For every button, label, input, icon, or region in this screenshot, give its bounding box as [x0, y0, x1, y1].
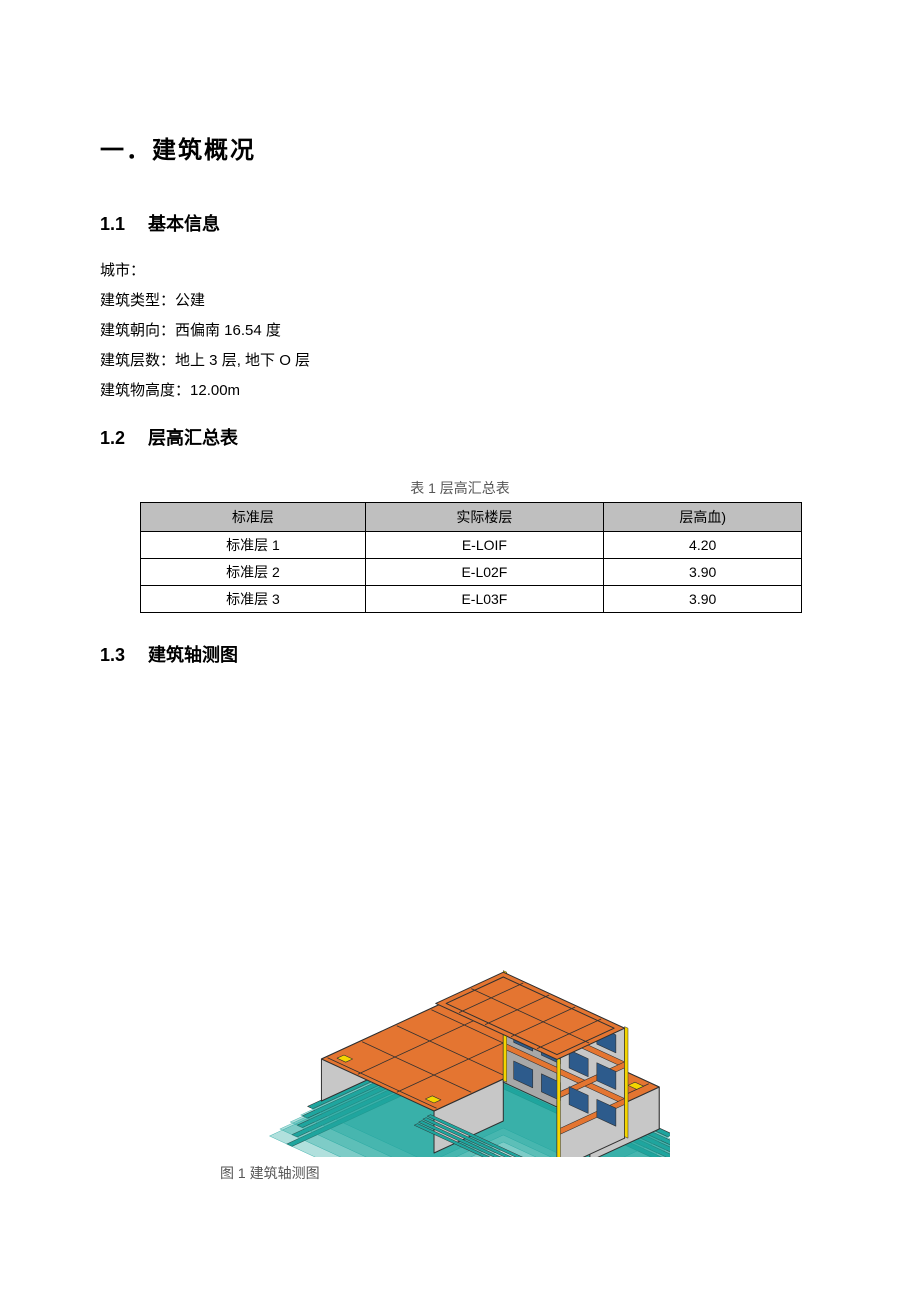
table-caption: 表 1 层高汇总表: [100, 478, 820, 498]
height-value: 12.00m: [190, 382, 240, 399]
table-cell: 3.90: [603, 586, 801, 613]
table-cell: E-LOIF: [365, 532, 603, 559]
building-axonometric-diagram: [250, 737, 670, 1157]
axonometric-figure: 图 1 建筑轴测图: [100, 737, 820, 1183]
subsection-number: 1.3: [100, 645, 125, 666]
table-header: 实际楼层: [365, 503, 603, 532]
floors-value: 地上 3 层, 地下 O 层: [175, 352, 310, 369]
floor-height-table: 标准层 实际楼层 层高血) 标准层 1E-LOIF4.20标准层 2E-L02F…: [140, 502, 802, 613]
table-cell: 标准层 3: [141, 586, 366, 613]
info-floors: 建筑层数：地上 3 层, 地下 O 层: [100, 346, 820, 376]
type-label: 建筑类型：: [100, 292, 175, 309]
subsection-heading-1-2: 1.2 层高汇总表: [100, 424, 820, 450]
subsection-number: 1.1: [100, 214, 125, 235]
table-cell: 标准层 1: [141, 532, 366, 559]
subsection-heading-1-1: 1.1 基本信息: [100, 210, 820, 236]
table-row: 标准层 1E-LOIF4.20: [141, 532, 802, 559]
info-city: 城市：: [100, 256, 820, 286]
figure-caption: 图 1 建筑轴测图: [220, 1163, 820, 1183]
subsection-title: 层高汇总表: [148, 428, 238, 448]
orientation-value: 西偏南 16.54 度: [175, 322, 281, 339]
orientation-label: 建筑朝向：: [100, 322, 175, 339]
city-label: 城市：: [100, 262, 145, 279]
table-header: 标准层: [141, 503, 366, 532]
subsection-heading-1-3: 1.3 建筑轴测图: [100, 641, 820, 667]
info-type: 建筑类型：公建: [100, 286, 820, 316]
floors-label: 建筑层数：: [100, 352, 175, 369]
table-cell: 3.90: [603, 559, 801, 586]
table-cell: E-L02F: [365, 559, 603, 586]
info-orientation: 建筑朝向：西偏南 16.54 度: [100, 316, 820, 346]
type-value: 公建: [175, 292, 205, 309]
subsection-title: 基本信息: [148, 214, 220, 234]
table-header: 层高血): [603, 503, 801, 532]
table-row: 标准层 3E-L03F3.90: [141, 586, 802, 613]
table-cell: 4.20: [603, 532, 801, 559]
height-label: 建筑物高度：: [100, 382, 190, 399]
section-heading-1: 一．建筑概况: [100, 130, 820, 165]
subsection-title: 建筑轴测图: [148, 645, 238, 665]
table-cell: 标准层 2: [141, 559, 366, 586]
subsection-number: 1.2: [100, 428, 125, 449]
info-height: 建筑物高度：12.00m: [100, 376, 820, 406]
table-header-row: 标准层 实际楼层 层高血): [141, 503, 802, 532]
table-cell: E-L03F: [365, 586, 603, 613]
table-row: 标准层 2E-L02F3.90: [141, 559, 802, 586]
